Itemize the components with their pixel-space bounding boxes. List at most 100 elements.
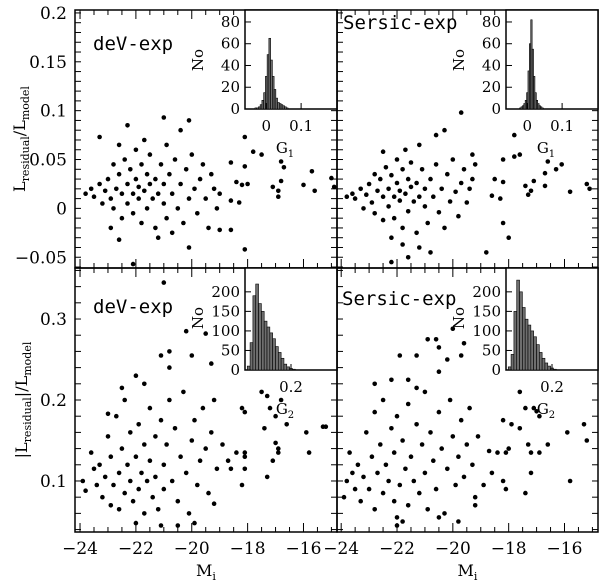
data-point [458,180,464,186]
data-point [161,462,167,468]
data-point [352,486,358,492]
data-point [167,397,172,403]
data-point [144,171,150,177]
data-point [400,242,405,247]
data-point [458,417,464,423]
data-point [242,450,248,455]
data-point [453,189,458,195]
inset-y-tick-label: 50 [482,341,501,359]
data-point [431,194,436,199]
data-point [386,204,391,209]
data-point [281,165,287,170]
data-point [433,337,439,342]
data-point [436,515,442,520]
data-point [312,188,318,194]
data-point [128,478,133,484]
data-point [264,393,270,399]
data-point [361,206,366,211]
data-point [383,462,389,468]
y-axis-title-part: |/L [12,375,31,397]
data-point [158,162,164,167]
data-point [111,482,116,488]
data-point [211,501,217,507]
data-point [464,442,470,447]
data-point [192,520,197,526]
histogram-bar [249,342,254,371]
inset-y-tick-label: 40 [482,56,501,74]
data-point [161,115,167,120]
data-point [366,486,372,492]
data-point [436,369,442,375]
y-tick-label: 0.15 [29,53,67,73]
data-point [122,397,127,403]
data-point [228,466,234,472]
data-point [467,186,472,192]
data-point [534,409,539,414]
inset-x-axis-title-sub: 1 [549,149,555,160]
inset-x-tick-label: 0 [522,117,532,135]
data-point [417,142,422,148]
data-point [380,490,386,496]
data-point [158,523,164,528]
data-point [214,466,220,472]
data-point [411,199,417,204]
data-point [119,446,125,451]
data-point [350,191,355,196]
data-point [525,192,531,197]
data-point [350,470,355,476]
histogram-bar [547,365,551,371]
data-point [489,193,495,198]
data-point [197,458,203,464]
data-point [537,413,542,419]
histogram-bar [544,362,549,371]
data-point [203,331,208,336]
data-point [228,198,234,203]
data-point [528,470,534,476]
data-point [517,389,523,395]
data-point [150,196,155,201]
data-point [323,424,329,430]
data-point [559,162,564,167]
data-point [498,196,503,201]
data-point [142,137,147,143]
inset-y-axis-title: No [189,49,207,71]
data-point [341,494,347,500]
histogram-bar [261,311,265,371]
data-point [414,353,419,358]
histogram-bar [533,336,537,371]
data-point [125,181,130,187]
data-point [130,211,136,216]
data-point [400,438,405,443]
data-point [344,194,350,199]
histogram-bar [275,346,279,371]
data-point [172,426,178,431]
data-point [178,127,183,133]
data-point [108,454,114,460]
data-point [153,176,158,182]
data-point [531,178,537,184]
data-point [584,438,590,443]
y-axis-title-part: /L [10,120,29,136]
data-point [91,466,97,472]
data-point [142,188,147,194]
data-point [105,411,111,417]
data-point [458,110,464,115]
y-tick-label: 0 [56,199,67,219]
data-point [417,245,422,250]
inset-x-axis-title-main: G [537,400,549,418]
data-point [447,199,453,204]
data-point [142,442,147,447]
data-point [114,186,119,192]
data-point [164,215,169,221]
inset-y-tick-label: 200 [472,283,501,301]
data-point [484,250,489,255]
data-point [200,405,206,411]
data-point [116,237,122,242]
data-point [369,454,375,460]
inset-y-tick-label: 100 [211,322,240,340]
histogram-bar [539,352,543,371]
